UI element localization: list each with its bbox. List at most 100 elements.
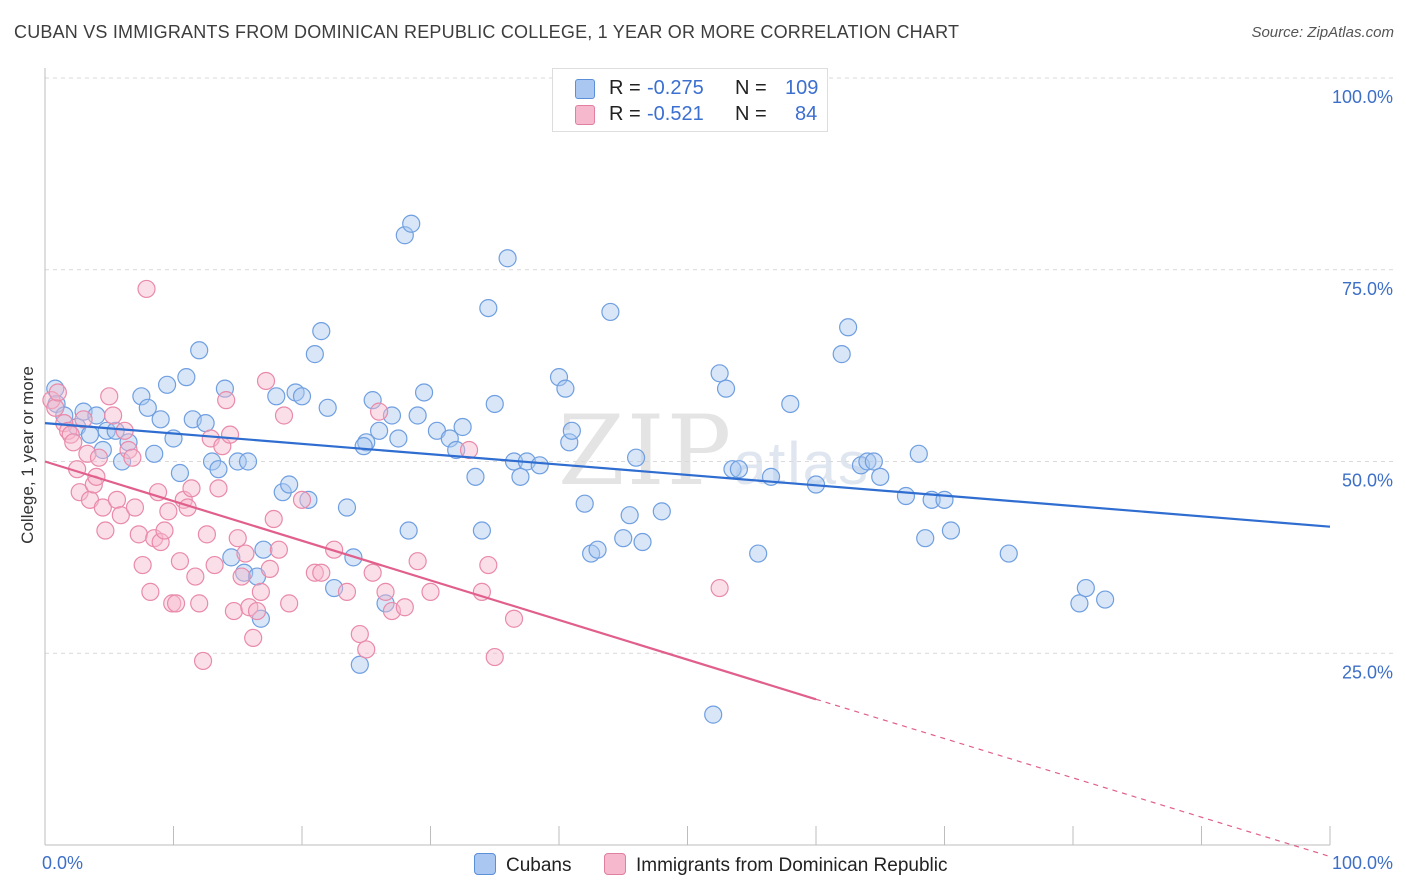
dominican-point xyxy=(100,387,119,406)
cubans-point xyxy=(839,318,858,337)
dominican-point xyxy=(182,479,201,498)
cubans-point xyxy=(832,345,851,364)
cubans-point xyxy=(781,394,800,414)
cubans-point xyxy=(190,341,209,360)
legend-swatch-dominican xyxy=(575,105,595,125)
dominican-point xyxy=(357,640,376,659)
cubans-point xyxy=(729,460,749,479)
dominican-point xyxy=(232,567,251,586)
dominican-point xyxy=(337,582,357,601)
cubans-point xyxy=(704,705,723,724)
bottom-swatch-dominican xyxy=(604,853,626,875)
dominican-point xyxy=(170,552,190,571)
dominican-point xyxy=(151,532,170,552)
dominican-trend-line xyxy=(44,460,817,701)
cubans-point xyxy=(601,302,620,322)
cubans-point xyxy=(941,521,961,540)
watermark: ZIPatlas xyxy=(558,395,870,507)
dominican-point xyxy=(247,601,267,621)
dominican-point xyxy=(155,521,174,540)
dominican-point xyxy=(408,552,427,571)
bottom-legend-label: Cubans xyxy=(506,855,572,876)
dominican-point xyxy=(395,598,414,617)
dominican-point xyxy=(141,582,160,601)
chart-title: CUBAN VS IMMIGRANTS FROM DOMINICAN REPUB… xyxy=(14,22,960,42)
dominican-point xyxy=(260,559,279,578)
cubans-point xyxy=(363,391,382,410)
cubans-point xyxy=(485,394,504,414)
cubans-point xyxy=(626,448,646,467)
dominican-point xyxy=(224,601,243,621)
legend-n-label: N = xyxy=(735,103,767,125)
cubans-point xyxy=(472,521,491,540)
cubans-point xyxy=(716,379,736,398)
cubans-point xyxy=(222,548,241,567)
y-axis-label: College, 1 year or more xyxy=(18,366,37,544)
y-tick-label: 75.0% xyxy=(1342,279,1393,299)
dominican-point xyxy=(107,490,127,509)
cubans-point xyxy=(614,529,633,548)
dominican-point xyxy=(305,563,324,582)
watermark-main: ZIP xyxy=(558,395,734,507)
dominican-point xyxy=(280,594,299,613)
dominican-point xyxy=(236,544,255,563)
cubans-point xyxy=(447,440,466,460)
cubans-point xyxy=(466,467,485,486)
cubans-point xyxy=(1076,578,1095,598)
dominican-point xyxy=(111,506,130,525)
dominican-point xyxy=(228,529,247,548)
watermark-small: atlas xyxy=(733,430,870,497)
cubans-point xyxy=(350,655,369,674)
dominican-point xyxy=(89,448,109,467)
dominican-point xyxy=(70,483,89,502)
cubans-point xyxy=(267,387,286,406)
dominican-point xyxy=(193,651,213,671)
cubans-point xyxy=(196,414,215,433)
data-points xyxy=(42,214,1115,724)
cubans-point xyxy=(511,467,530,486)
cubans-point xyxy=(453,417,472,437)
legend-swatch-cubans xyxy=(575,79,595,99)
x-tick-label: 0.0% xyxy=(42,853,83,873)
dominican-point xyxy=(251,582,270,601)
dominican-point xyxy=(96,521,115,540)
cubans-point xyxy=(395,226,414,245)
dominican-point xyxy=(264,509,283,529)
x-tick-label: 100.0% xyxy=(1332,853,1393,873)
dominican-point xyxy=(370,402,389,421)
cubans-point xyxy=(414,383,434,402)
cubans-point xyxy=(299,490,318,509)
dominican-point xyxy=(459,440,479,460)
dominican-point xyxy=(166,594,186,613)
cubans-point xyxy=(710,364,729,383)
dominican-point xyxy=(292,490,312,509)
cubans-point xyxy=(354,437,373,456)
dominican-point xyxy=(123,448,142,467)
dominican-point xyxy=(163,594,182,613)
cubans-point xyxy=(312,322,331,341)
cubans-point xyxy=(337,498,357,517)
cubans-point xyxy=(556,379,575,398)
cubans-point xyxy=(858,452,877,471)
cubans-point xyxy=(151,410,170,429)
dominican-point xyxy=(46,398,65,417)
cubans-point xyxy=(562,421,581,440)
y-tick-label: 50.0% xyxy=(1342,471,1393,491)
dominican-point xyxy=(485,647,504,667)
legend-r-label: R = xyxy=(609,103,641,125)
tick-labels: 100.0% 75.0% 50.0% 25.0% 0.0% 100.0% xyxy=(42,87,1393,873)
cubans-point xyxy=(138,398,157,417)
bottom-legend-cubans: Cubans xyxy=(474,853,572,877)
dominican-point xyxy=(209,479,228,498)
dominican-point xyxy=(104,406,123,425)
cubans-point xyxy=(530,456,549,475)
cubans-point xyxy=(575,494,594,513)
dominican-point xyxy=(78,444,97,463)
trend-lines xyxy=(44,422,1331,858)
cubans-point xyxy=(909,444,928,463)
dominican-point xyxy=(159,502,178,521)
cubans-point xyxy=(228,452,247,471)
cubans-point xyxy=(408,406,427,425)
dominican-point xyxy=(350,624,369,644)
dominican-point xyxy=(220,425,240,444)
